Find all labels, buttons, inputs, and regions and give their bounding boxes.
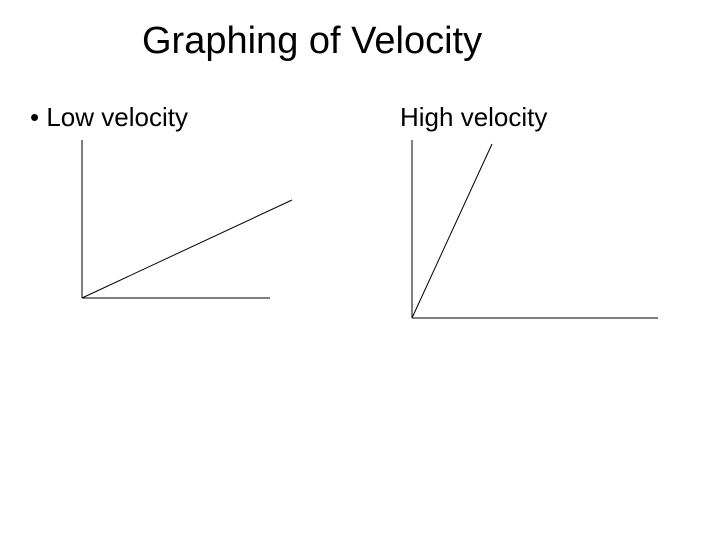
low-velocity-graph: [70, 140, 300, 310]
high-data-line: [412, 144, 492, 318]
low-data-line: [82, 200, 292, 298]
slide: { "title": { "text": "Graphing of Veloci…: [0, 0, 720, 540]
high-velocity-graph: [400, 140, 670, 330]
slide-title: Graphing of Velocity: [142, 20, 482, 63]
high-velocity-label: High velocity: [400, 102, 547, 133]
low-velocity-label: • Low velocity: [30, 102, 188, 133]
